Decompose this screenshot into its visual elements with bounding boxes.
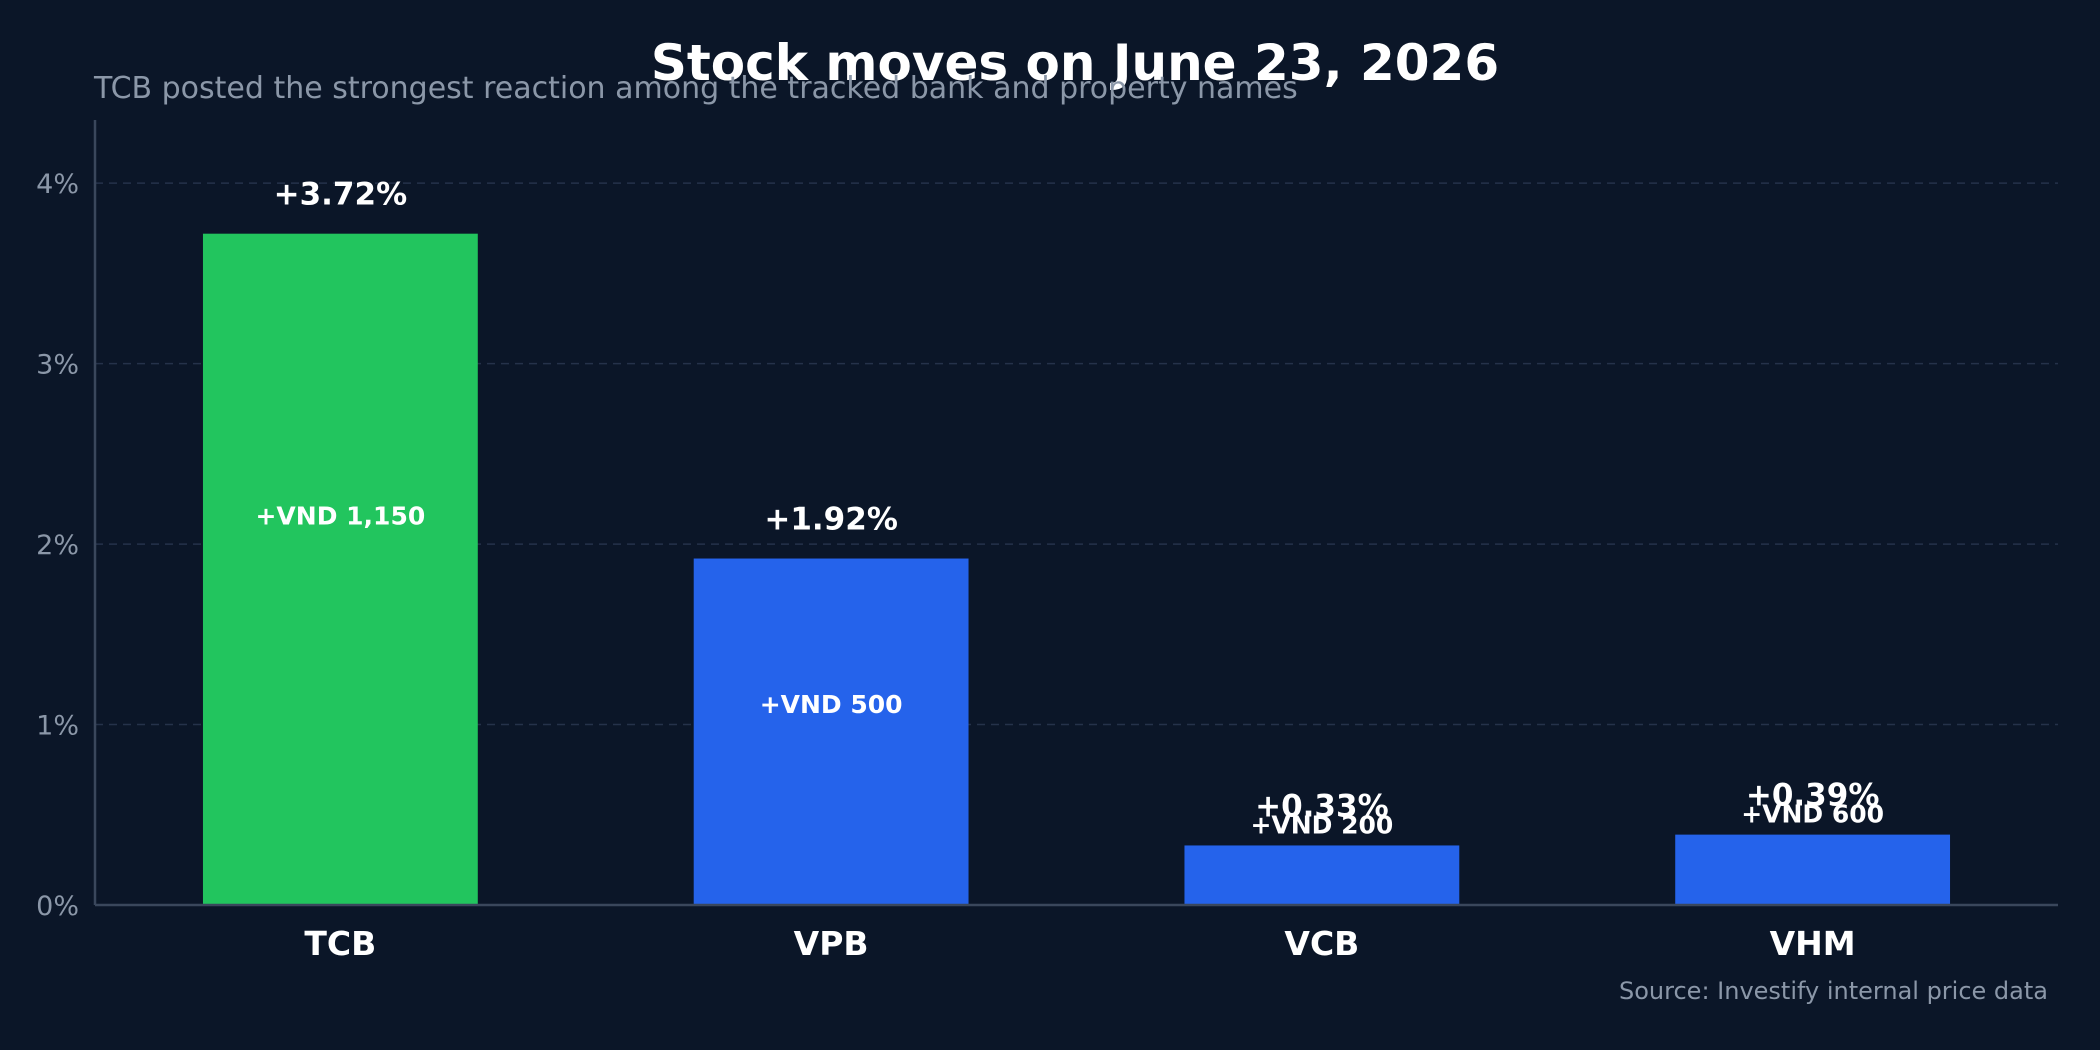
price-change-label: +VND 600 (1741, 800, 1884, 829)
y-tick-label: 4% (36, 169, 79, 200)
price-change-label: +VND 500 (760, 690, 903, 719)
x-tick-label: TCB (304, 924, 376, 963)
chart-title: Stock moves on June 23, 2026 (651, 34, 1499, 92)
x-tick-label: VCB (1284, 924, 1359, 963)
value-label: +1.92% (764, 502, 898, 538)
source-note: Source: Investify internal price data (1619, 977, 2048, 1005)
y-tick-label: 2% (36, 530, 79, 561)
bars: +3.72% +VND 1,150 TCB +1.92% +VND 500 VPB +0.3… (202, 177, 1951, 963)
y-tick-label: 3% (36, 350, 79, 381)
value-label: +0.39% (1746, 778, 1880, 814)
bar-vhm (1675, 834, 1951, 905)
price-change-label: +VND 1,150 (255, 502, 425, 531)
x-tick-label: VPB (794, 924, 869, 963)
value-label: +0.33% (1255, 788, 1389, 824)
axes (93, 120, 2058, 907)
x-tick-label: VHM (1770, 924, 1856, 963)
bar-tcb (202, 233, 478, 906)
y-axis-ticks: 0% 1% 2% 3% 4% (36, 169, 79, 922)
chart-subtitle: TCB posted the strongest reaction among … (93, 71, 1298, 106)
y-tick-label: 1% (36, 711, 79, 742)
bar-vcb (1184, 845, 1460, 905)
y-tick-label: 0% (36, 891, 79, 922)
bar-vpb (693, 558, 969, 905)
value-label: +3.72% (274, 177, 408, 213)
price-change-label: +VND 200 (1250, 810, 1393, 839)
